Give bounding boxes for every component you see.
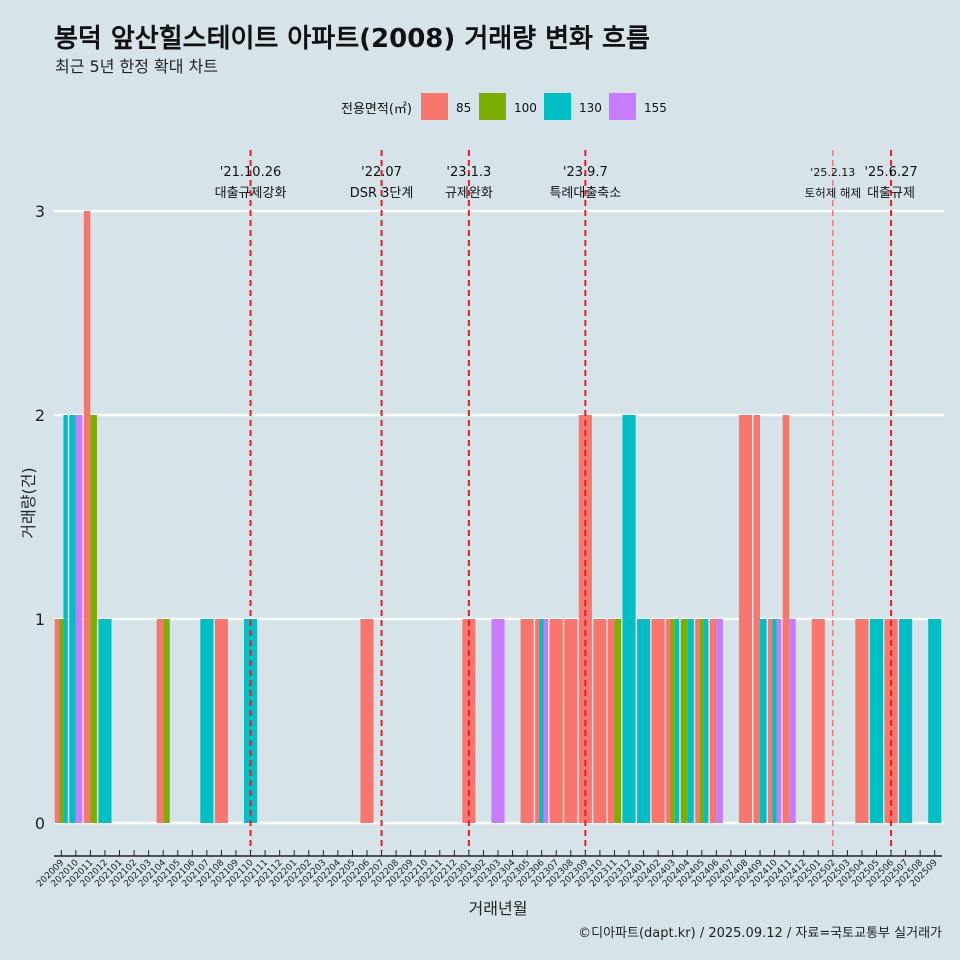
bar-100-202311: 202311 / 100: 1 [614,619,622,823]
bar-130-202410: 202410 / 130: 1 [772,619,777,823]
bar-155-202306: 202306 / 155: 1 [543,619,549,823]
legend: 전용면적(㎡) 85 100 130 155 [341,93,667,120]
bar-130-202312: 202312 / 130: 2 [622,415,636,823]
bar-85-202405: 202405 / 85: 1 [695,619,700,823]
chart-subtitle: 최근 5년 한정 확대 차트 [55,57,219,76]
bar-155-202411: 202411 / 155: 1 [789,619,796,823]
y-tick-label: 0 [35,814,45,833]
bar-130-202505: 202505 / 130: 1 [869,619,884,823]
bar-155-202406: 202406 / 155: 1 [716,619,723,823]
bar-100-202011: 202011 / 100: 2 [90,415,97,823]
legend-title: 전용면적(㎡) [341,102,412,117]
event-date-label: '23.9.7 [563,165,608,180]
bar-85-202504: 202504 / 85: 1 [855,619,869,823]
bar-85-202104: 202104 / 85: 1 [156,619,164,823]
legend-label-85: 85 [456,101,471,115]
source-caption: ©디아파트(dapt.kr) / 2025.09.12 / 자료=국토교통부 실… [578,926,942,941]
bar-85-202305: 202305 / 85: 1 [520,619,534,823]
event-date-label: '23.1.3 [446,165,491,180]
y-tick-label: 3 [35,202,45,221]
event-label: DSR 3단계 [350,186,414,201]
event-markers: '21.10.26 대출규제강화 '22.07 DSR 3단계 '23.1.3 규제완화 '… [215,150,918,851]
bar-130-202405: 202405 / 130: 1 [703,619,709,823]
y-axis: 0 1 2 3 [35,202,45,833]
bar-130-202409: 202409 / 130: 1 [760,619,767,823]
chart-title: 봉덕 앞산힐스테이트 아파트(2008) 거래량 변화 흐름 [54,24,650,54]
bar-85-202108: 202108 / 85: 1 [214,619,228,823]
bar-85-202206: 202206 / 85: 1 [360,619,374,823]
bar-100-202403: 202403 / 100: 1 [670,619,675,823]
event-label: 대출규제 [867,186,915,201]
bar-85-202011: 202011 / 85: 3 [83,211,91,823]
bar-85-202311: 202311 / 85: 1 [607,619,615,823]
bar-85-202310: 202310 / 85: 1 [593,619,607,823]
event-label: 특례대출축소 [549,186,621,201]
bar-100-202104: 202104 / 100: 1 [163,619,170,823]
bar-85-202309: 202309 / 85: 2 [578,415,592,823]
bar-100-202009: 202009 / 100: 1 [59,619,64,823]
event-label: 토허제 해제 [805,186,862,200]
bar-85-202306: 202306 / 85: 1 [535,619,540,823]
bar-155-202410: 202410 / 155: 1 [776,619,782,823]
event-date-label: '25.2.13 [810,166,855,179]
bar-130-202306: 202306 / 130: 1 [539,619,544,823]
event-label: 대출규제강화 [215,186,287,201]
bar-130-202401: 202401 / 130: 1 [637,619,651,823]
x-axis-label: 거래년월 [469,899,528,918]
bar-85-202411: 202411 / 85: 2 [782,415,790,823]
legend-swatch-155 [609,93,636,120]
bar-85-202402: 202402 / 85: 1 [651,619,665,823]
bars: 202009 / 85: 1202009 / 100: 1202009 / 13… [54,211,942,823]
bar-130-202404: 202404 / 130: 1 [687,619,694,823]
bar-85-202410: 202410 / 85: 1 [768,619,773,823]
event-date-label: '22.07 [361,165,402,180]
bar-130-202403: 202403 / 130: 1 [674,619,680,823]
bar-100-202404: 202404 / 100: 1 [680,619,688,823]
bar-85-202406: 202406 / 85: 1 [709,619,717,823]
legend-swatch-85 [421,93,448,120]
bar-130-202509: 202509 / 130: 1 [928,619,942,823]
bar-85-202009: 202009 / 85: 1 [54,619,60,823]
y-tick-label: 1 [35,610,45,629]
event-label: 규제완화 [445,186,493,201]
bar-155-202303: 202303 / 155: 1 [491,619,505,823]
bar-130-202507: 202507 / 130: 1 [899,619,913,823]
bar-85-202408: 202408 / 85: 2 [738,415,753,823]
legend-label-100: 100 [514,101,537,115]
bar-130-202107: 202107 / 130: 1 [200,619,214,823]
bar-85-202409: 202409 / 85: 2 [753,415,761,823]
y-tick-label: 2 [35,406,45,425]
event-date-label: '25.6.27 [864,165,917,180]
event-date-label: '21.10.26 [220,165,281,180]
bar-85-202501: 202501 / 85: 1 [811,619,825,823]
legend-label-130: 130 [579,101,602,115]
legend-swatch-130 [544,93,571,120]
bar-85-202308: 202308 / 85: 1 [564,619,578,823]
bar-130-202012: 202012 / 130: 1 [98,619,112,823]
bar-85-202403: 202403 / 85: 1 [666,619,671,823]
y-axis-label: 거래량(건) [19,467,38,538]
bar-100-202405: 202405 / 100: 1 [699,619,704,823]
bar-85-202307: 202307 / 85: 1 [549,619,563,823]
bar-155-202010: 202010 / 155: 2 [75,415,83,823]
x-axis: 2020092020102020112020122021012021022021… [35,850,942,889]
legend-swatch-100 [479,93,506,120]
legend-label-155: 155 [644,101,667,115]
bar-130-202009: 202009 / 130: 2 [63,415,68,823]
bar-130-202010: 202010 / 130: 2 [69,415,76,823]
